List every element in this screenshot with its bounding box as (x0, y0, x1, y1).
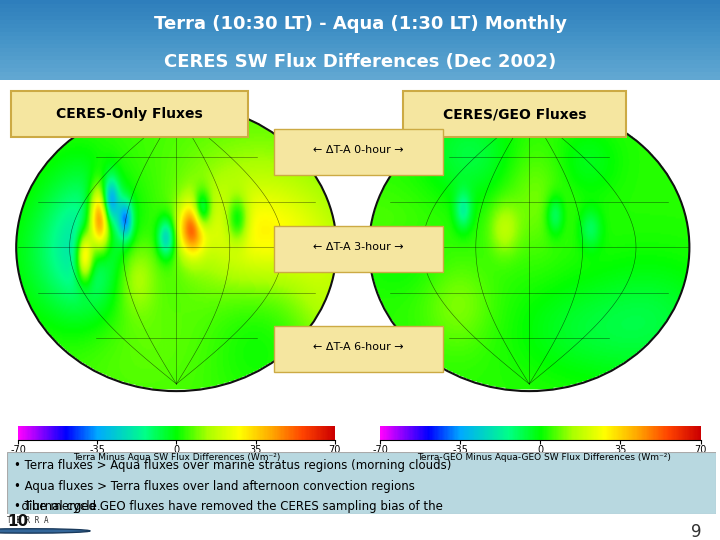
Bar (0, 68, 720, 72)
Text: CERES/GEO Fluxes: CERES/GEO Fluxes (443, 107, 587, 121)
Text: • Aqua fluxes > Terra fluxes over land afternoon convection regions: • Aqua fluxes > Terra fluxes over land a… (14, 480, 415, 493)
Text: ← ΔT-A 6-hour →: ← ΔT-A 6-hour → (313, 342, 404, 352)
Bar (0, 32, 720, 36)
FancyBboxPatch shape (274, 129, 443, 174)
Text: T E R R A: T E R R A (7, 516, 49, 525)
Text: 9: 9 (691, 523, 702, 540)
FancyBboxPatch shape (11, 91, 248, 137)
FancyBboxPatch shape (274, 326, 443, 372)
Bar (0, 76, 720, 80)
Bar (0, 8, 720, 12)
Bar (0, 16, 720, 20)
Bar (0, 64, 720, 68)
FancyBboxPatch shape (274, 226, 443, 272)
Bar (0, 4, 720, 8)
Text: Terra (10:30 LT) - Aqua (1:30 LT) Monthly: Terra (10:30 LT) - Aqua (1:30 LT) Monthl… (153, 15, 567, 33)
Bar (0, 36, 720, 40)
Text: CERES SW Flux Differences (Dec 2002): CERES SW Flux Differences (Dec 2002) (164, 53, 556, 71)
Bar (0, 56, 720, 60)
Text: Terra Minus Aqua SW Flux Differences (Wm⁻²): Terra Minus Aqua SW Flux Differences (Wm… (73, 453, 280, 462)
FancyBboxPatch shape (403, 91, 626, 137)
Bar (0, 44, 720, 48)
Text: Terra-GEO Minus Aqua-GEO SW Flux Differences (Wm⁻²): Terra-GEO Minus Aqua-GEO SW Flux Differe… (417, 453, 670, 462)
Bar (0, 72, 720, 76)
Text: ← ΔT-A 3-hour →: ← ΔT-A 3-hour → (313, 242, 404, 253)
Circle shape (0, 529, 90, 533)
Text: CERES-Only Fluxes: CERES-Only Fluxes (56, 107, 203, 121)
Bar (0, 52, 720, 56)
Bar (0, 12, 720, 16)
Bar (0, 0, 720, 4)
Text: • Terra fluxes > Aqua fluxes over marine stratus regions (morning clouds): • Terra fluxes > Aqua fluxes over marine… (14, 460, 451, 472)
Text: • The merged GEO fluxes have removed the CERES sampling bias of the: • The merged GEO fluxes have removed the… (14, 500, 444, 513)
Bar (0, 28, 720, 32)
Text: ← ΔT-A 0-hour →: ← ΔT-A 0-hour → (313, 145, 404, 155)
Text: 10: 10 (7, 515, 28, 529)
Bar (0, 24, 720, 28)
Bar (0, 40, 720, 44)
Bar (0, 48, 720, 52)
Bar (0, 20, 720, 24)
Text: diurnal cycle.: diurnal cycle. (14, 501, 101, 514)
Bar (0, 60, 720, 64)
